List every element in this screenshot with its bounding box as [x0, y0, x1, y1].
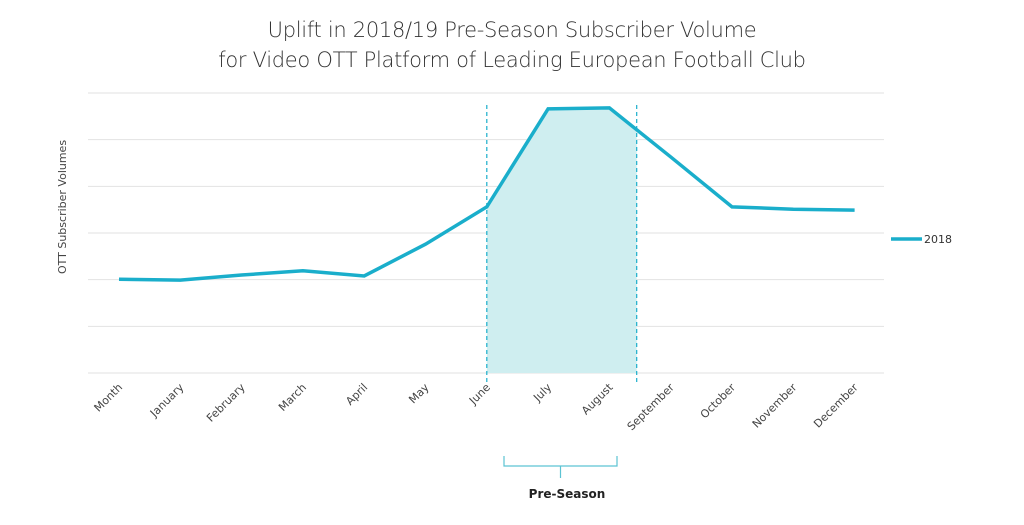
- chart-title: Uplift in 2018/19 Pre-Season Subscriber …: [267, 18, 757, 42]
- gridlines: [88, 92, 884, 374]
- chart-subtitle: for Video OTT Platform of Leading Europe…: [218, 48, 806, 72]
- x-tick-label: June: [466, 381, 493, 408]
- pre-season-area: [486, 107, 637, 373]
- x-tick-label: July: [530, 381, 554, 405]
- x-tick-label: March: [276, 381, 309, 414]
- x-tick-label: January: [147, 381, 187, 421]
- x-tick-label: December: [811, 381, 861, 431]
- pre-season-bracket: [503, 456, 618, 478]
- x-tick-label: August: [579, 380, 616, 417]
- x-tick-label: October: [698, 381, 739, 422]
- x-tick-label: April: [343, 381, 370, 408]
- legend-label-2018: 2018: [924, 233, 952, 246]
- x-tick-label: November: [750, 381, 800, 431]
- legend: 2018: [891, 233, 952, 246]
- x-tick-label: May: [406, 381, 432, 407]
- pre-season-highlight: [486, 105, 638, 383]
- x-tick-label: September: [625, 381, 678, 434]
- series-group: [118, 106, 855, 282]
- x-axis-ticks: Month January February March April May June Jul…: [92, 380, 862, 433]
- y-axis-label: OTT Subscriber Volumes: [56, 140, 69, 274]
- x-tick-label: February: [204, 381, 248, 425]
- x-tick-label: Month: [92, 381, 126, 415]
- pre-season-label: Pre-Season: [529, 487, 606, 501]
- bracket-shape: [503, 456, 618, 478]
